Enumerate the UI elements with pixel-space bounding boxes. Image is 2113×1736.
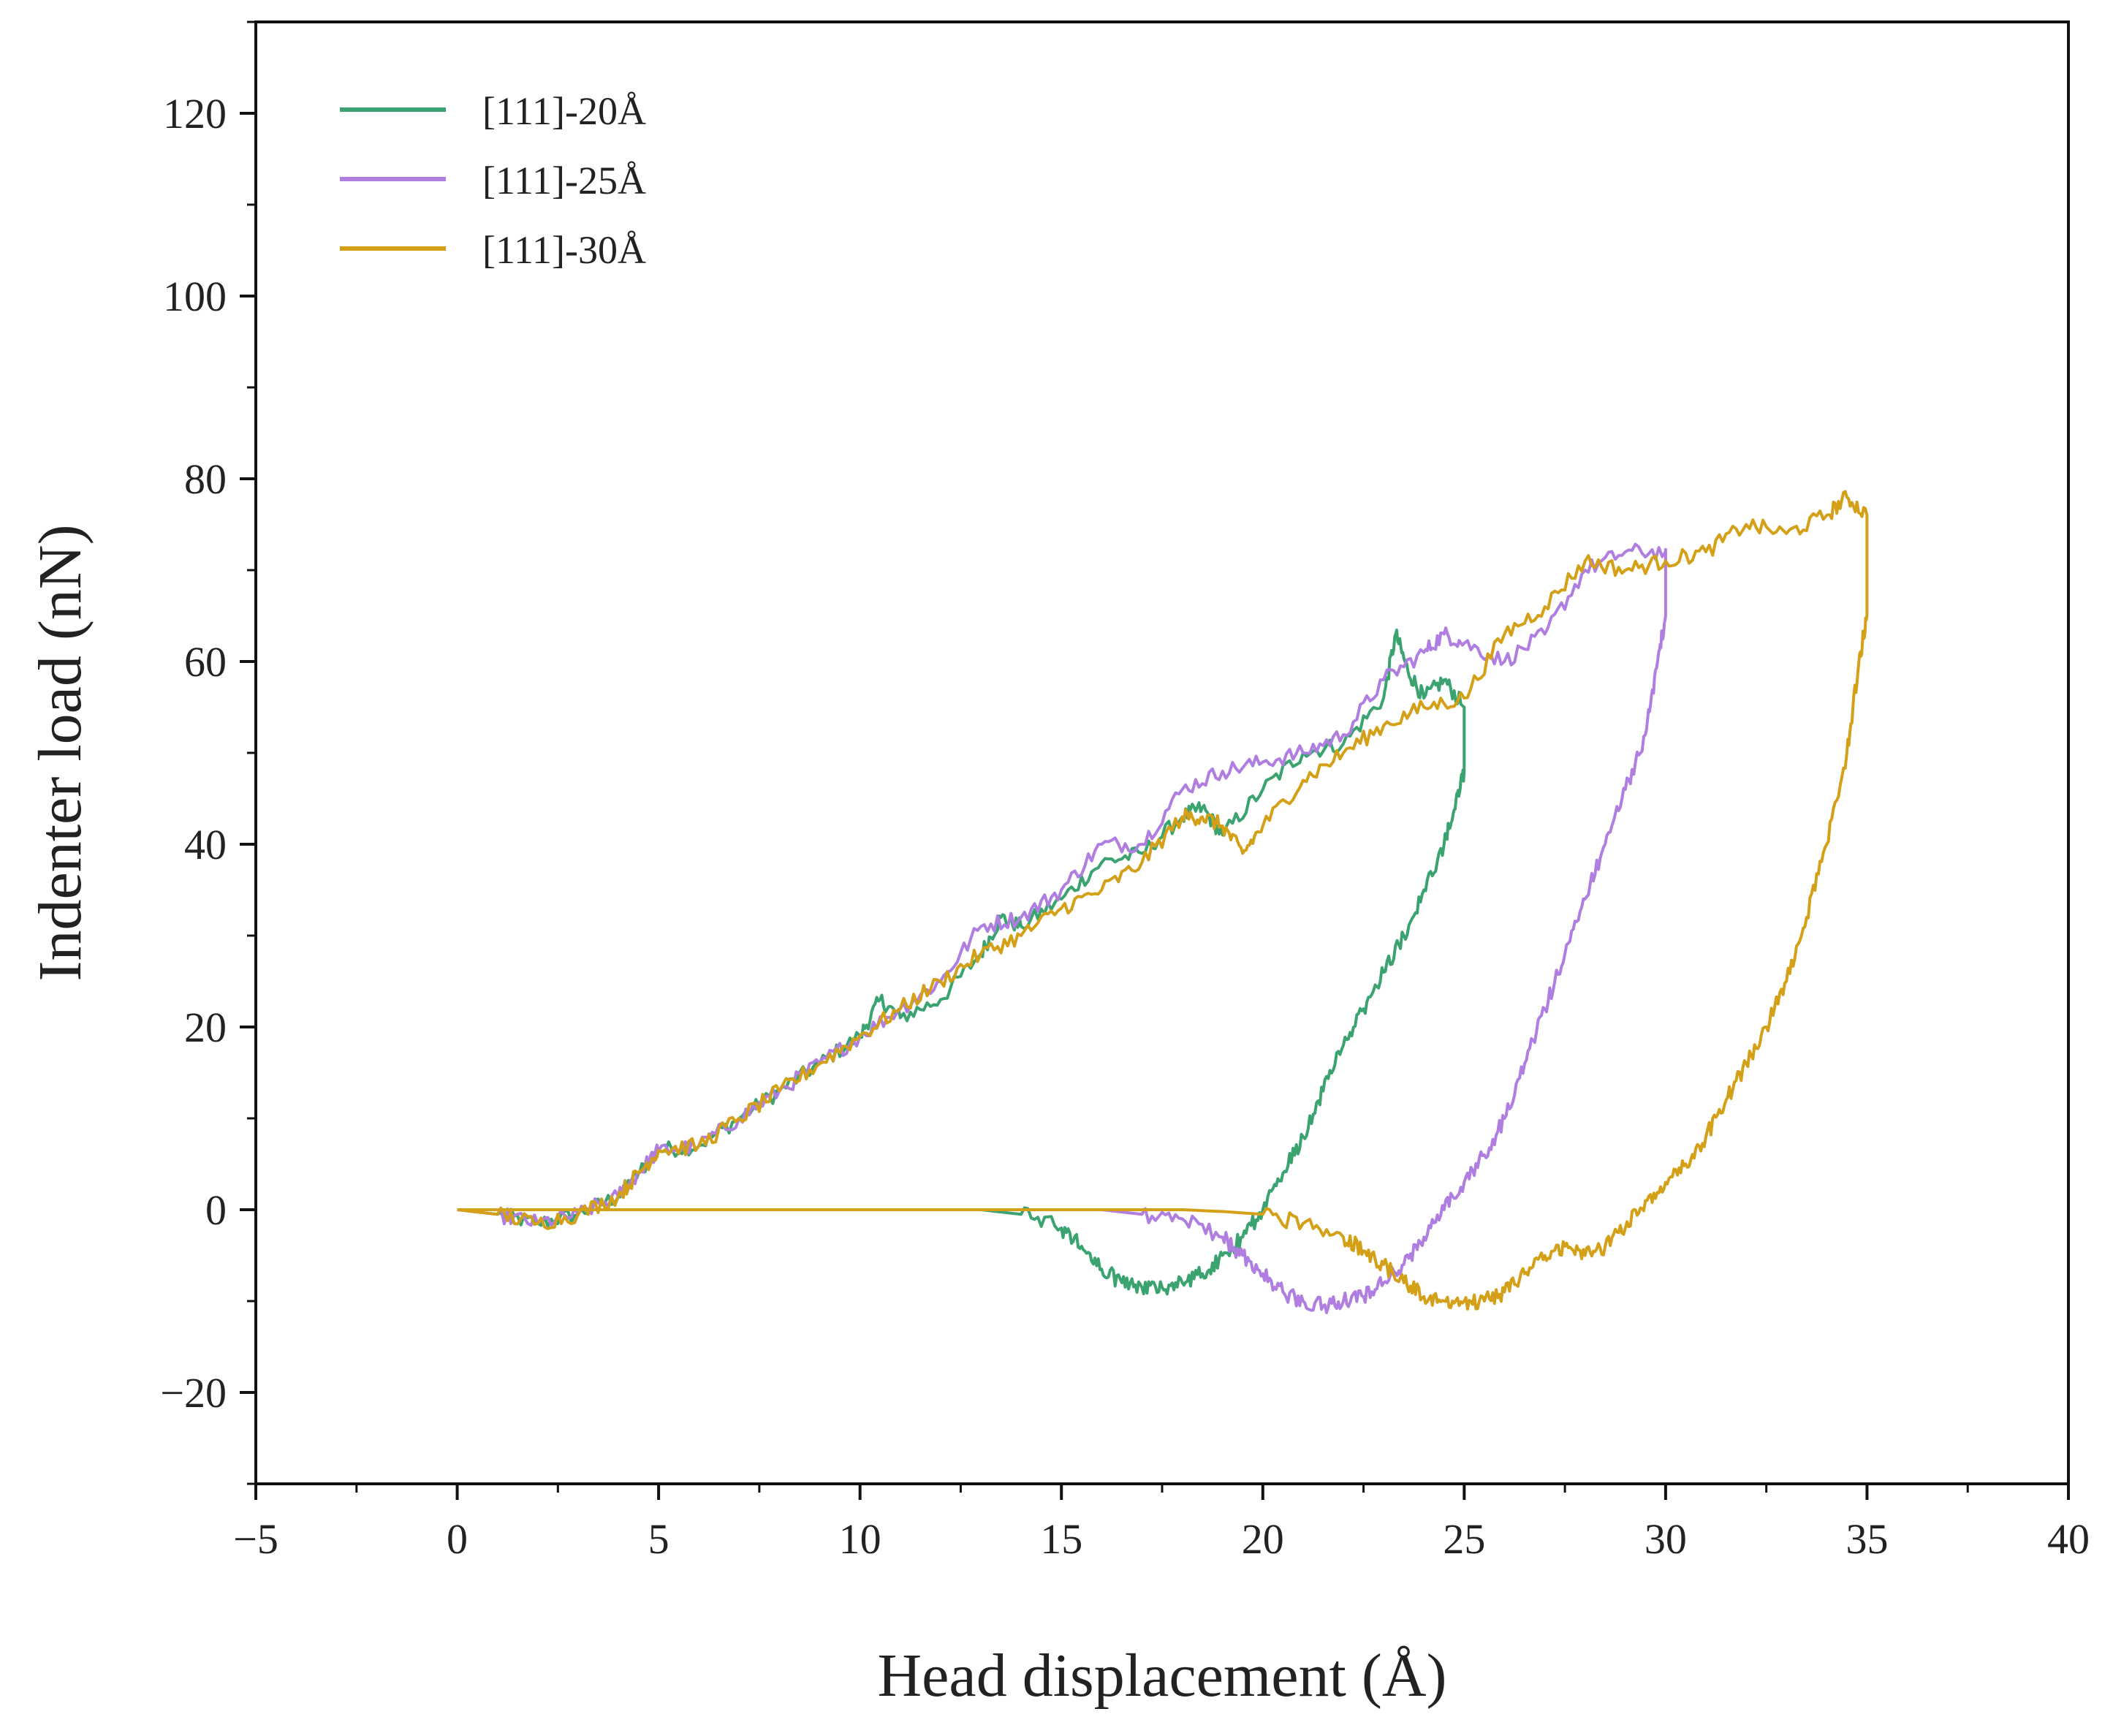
y-tick-label: 80 — [184, 455, 227, 503]
x-tick-label: 10 — [839, 1515, 881, 1563]
y-tick-label: −20 — [160, 1369, 227, 1417]
y-axis: −20 0 20 40 60 80 100 120 — [160, 20, 256, 1485]
y-tick-label: 20 — [184, 1004, 227, 1051]
x-axis-title: Head displacement (Å) — [877, 1642, 1446, 1710]
x-tick-label: 20 — [1242, 1515, 1284, 1563]
x-tick-label: −5 — [233, 1515, 278, 1563]
y-axis-title: Indenter load (nN) — [26, 524, 94, 981]
x-tick-label: 35 — [1845, 1515, 1888, 1563]
legend: [111]-20Å [111]-25Å [111]-30Å — [340, 89, 646, 272]
series-line-1 — [457, 629, 1466, 1296]
x-tick-label: 15 — [1040, 1515, 1082, 1563]
y-tick-label: 100 — [163, 273, 227, 320]
legend-label: [111]-30Å — [482, 228, 646, 272]
x-tick-label: 5 — [648, 1515, 669, 1563]
y-tick-label: 60 — [184, 638, 227, 686]
x-axis: −5 0 5 10 15 20 25 30 35 40 — [233, 1484, 2090, 1563]
legend-label: [111]-20Å — [482, 89, 646, 133]
x-tick-label: 0 — [447, 1515, 468, 1563]
y-tick-label: 120 — [163, 90, 227, 137]
x-tick-label: 40 — [2047, 1515, 2090, 1563]
series-line-3 — [457, 490, 1869, 1311]
legend-label: [111]-25Å — [482, 159, 646, 202]
x-tick-label: 30 — [1645, 1515, 1687, 1563]
x-tick-label: 25 — [1443, 1515, 1485, 1563]
series-layer — [457, 490, 1869, 1314]
y-tick-label: 40 — [184, 821, 227, 868]
y-tick-label: 0 — [205, 1186, 227, 1234]
